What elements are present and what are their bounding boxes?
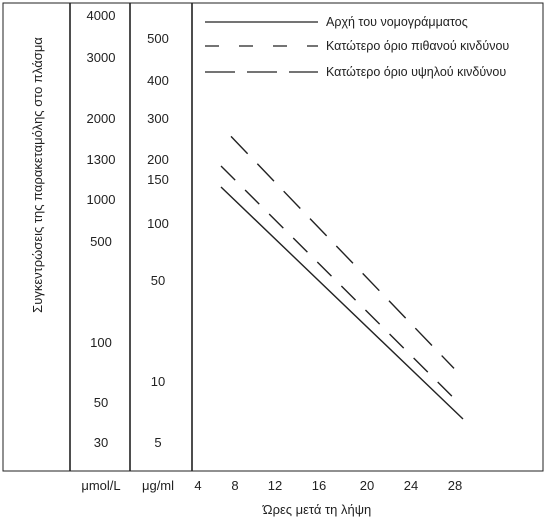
umol-tick-3000: 3000 [87,50,116,65]
umol-tick-2000: 2000 [87,111,116,126]
plot-frame [2,2,544,472]
legend-label-dashed: Κατώτερο όριο πιθανού κινδύνου [326,39,509,53]
ugml-tick-100: 100 [147,216,169,231]
ugml-ticks: 500 400 300 200 150 100 50 10 5 [147,31,169,450]
umol-tick-100: 100 [90,335,112,350]
series-line-possible-risk [220,165,455,399]
x-tick-4: 4 [194,478,201,493]
umol-unit-label: μmol/L [81,478,120,493]
y-axis-title: Συγκεντρώσεις της παρακεταμόλης στο πλάσ… [30,37,45,313]
ugml-tick-200: 200 [147,152,169,167]
x-tick-8: 8 [231,478,238,493]
ugml-unit-label: μg/ml [142,478,174,493]
x-axis-title: Ώρες μετά τη λήψη [262,502,371,517]
legend: Αρχή του νομογράμματος Κατώτερο όριο πιθ… [205,15,509,79]
umol-ticks: 4000 3000 2000 1300 1000 500 100 50 30 [87,8,116,450]
series-group [220,135,464,420]
x-tick-16: 16 [312,478,326,493]
ugml-tick-500: 500 [147,31,169,46]
umol-tick-4000: 4000 [87,8,116,23]
umol-tick-1000: 1000 [87,192,116,207]
umol-tick-1300: 1300 [87,152,116,167]
ugml-tick-50: 50 [151,273,165,288]
legend-label-solid: Αρχή του νομογράμματος [326,15,468,29]
x-tick-28: 28 [448,478,462,493]
umol-tick-30: 30 [94,435,108,450]
umol-tick-500: 500 [90,234,112,249]
x-tick-24: 24 [404,478,418,493]
series-line-nomogram-start [220,186,464,420]
umol-tick-50: 50 [94,395,108,410]
ugml-tick-5: 5 [154,435,161,450]
ugml-tick-150: 150 [147,172,169,187]
ugml-tick-10: 10 [151,374,165,389]
x-tick-12: 12 [268,478,282,493]
ugml-tick-400: 400 [147,73,169,88]
series-line-high-risk [230,135,455,369]
x-tick-20: 20 [360,478,374,493]
x-ticks: 4 8 12 16 20 24 28 [194,478,462,493]
legend-label-longdash: Κατώτερο όριο υψηλού κινδύνου [326,65,506,79]
ugml-tick-300: 300 [147,111,169,126]
